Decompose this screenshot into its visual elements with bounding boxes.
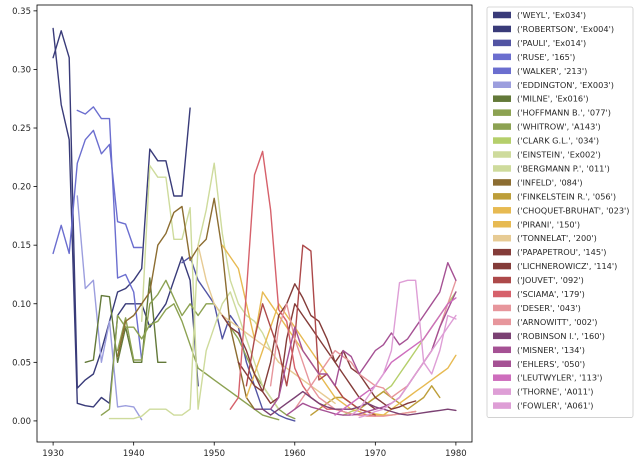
series-layer <box>52 27 457 422</box>
legend-swatch <box>493 39 511 47</box>
x-axis: 1930 1940 1950 1960 1970 1980 <box>42 442 467 459</box>
x-tick-label: 1960 <box>284 449 306 459</box>
legend-swatch <box>493 11 511 19</box>
y-tick-label: 0.15 <box>12 241 31 251</box>
legend-swatch <box>493 388 511 395</box>
legend-entry-label: ('RUSE', '165') <box>517 52 575 62</box>
legend-swatch <box>493 360 511 367</box>
legend-swatch <box>493 207 511 214</box>
legend-swatch <box>493 95 511 102</box>
series-line <box>76 106 143 361</box>
legend-swatch <box>493 67 511 75</box>
series-line <box>221 303 376 410</box>
series-line <box>100 303 280 421</box>
legend-swatch <box>493 193 511 200</box>
legend-entry-label: ('HOFFMANN B.', '077') <box>517 108 611 118</box>
legend-swatch <box>493 25 511 33</box>
legend-entry-label: ('THORNE', 'A011') <box>517 387 593 397</box>
legend-entry-label: ('TONNELAT', '200') <box>517 233 597 243</box>
y-tick-label: 0.30 <box>12 65 31 75</box>
legend-swatch <box>493 248 511 256</box>
legend-entry-label: ('CLARK G.L.', '034') <box>517 136 599 146</box>
legend-entry-label: ('MISNER', '134') <box>517 345 585 355</box>
legend-entry-label: ('MILNE', 'Ex016') <box>517 94 589 104</box>
legend-swatch <box>493 332 511 340</box>
axes-frame <box>36 4 473 443</box>
legend-entry-label: ('PIRANI', '150') <box>517 219 580 229</box>
series-line <box>76 195 143 421</box>
series-line <box>269 262 457 410</box>
legend-frame <box>486 6 634 418</box>
legend-entry-label: ('FOWLER', 'A061') <box>517 401 594 411</box>
legend-swatch <box>493 402 511 409</box>
x-tick-label: 1980 <box>445 449 467 459</box>
x-tick-label: 1930 <box>42 449 64 459</box>
series-line <box>52 129 143 255</box>
legend-swatch <box>493 346 511 354</box>
series-line <box>52 27 199 408</box>
legend-swatch <box>493 304 511 312</box>
legend-entry-label: ('SCIAMA', '179') <box>517 289 585 299</box>
legend-entry-label: ('ARNOWITT', '002') <box>517 317 597 327</box>
legend-swatch <box>493 81 511 88</box>
y-tick-label: 0.00 <box>12 417 31 427</box>
series-line <box>52 30 191 389</box>
legend-entry-label: ('PAPAPETROU', '145') <box>517 247 607 257</box>
legend-entry-label: ('WEYL', 'Ex034') <box>517 10 586 20</box>
legend-entry-label: ('LEUTWYLER', '113') <box>517 373 602 383</box>
legend-entry-label: ('PAULI', 'Ex014') <box>517 38 586 48</box>
legend-swatch <box>493 53 511 61</box>
series-line <box>116 197 256 410</box>
legend-swatch <box>493 151 511 158</box>
legend-swatch <box>493 234 511 242</box>
legend-entry-label: ('EDDINGTON', 'EX003') <box>517 80 614 90</box>
legend-entry-label: ('BERGMANN P.', '011') <box>517 163 610 173</box>
legend-entry-label: ('ROBINSON I.', '160') <box>517 331 605 341</box>
x-tick-label: 1970 <box>365 449 387 459</box>
legend-entry-label: ('DESER', '043') <box>517 303 581 313</box>
legend: ('WEYL', 'Ex034') ('ROBERTSON', 'Ex004') (… <box>486 6 634 418</box>
series-line <box>350 279 457 416</box>
series-line <box>221 244 457 416</box>
legend-swatch <box>493 290 511 298</box>
legend-swatch <box>493 374 511 381</box>
legend-swatch <box>493 179 511 186</box>
series-line <box>253 390 457 416</box>
y-tick-label: 0.10 <box>12 300 31 310</box>
legend-swatch <box>493 109 511 116</box>
legend-entry-label: ('LICHNEROWICZ', '114') <box>517 261 617 271</box>
legend-entry-label: ('WHITROW', 'A143') <box>517 122 601 132</box>
legend-swatch <box>493 318 511 326</box>
legend-entry-label: ('FINKELSTEIN R.', '056') <box>517 191 616 201</box>
legend-swatch <box>493 276 511 284</box>
y-axis: 0.00 0.05 0.10 0.15 0.20 0.25 0.30 0.35 <box>12 7 37 427</box>
series-line <box>269 303 417 417</box>
x-tick-label: 1950 <box>203 449 225 459</box>
legend-swatch <box>493 123 511 130</box>
series-line <box>358 314 457 419</box>
legend-entry-label: ('ROBERTSON', 'Ex004') <box>517 24 614 34</box>
y-tick-label: 0.05 <box>12 358 31 368</box>
legend-entry-label: ('EHLERS', '050') <box>517 359 585 369</box>
legend-swatch <box>493 137 511 144</box>
series-line <box>140 164 280 410</box>
y-tick-label: 0.35 <box>12 7 31 17</box>
y-tick-label: 0.20 <box>12 183 31 193</box>
legend-swatch <box>493 262 511 270</box>
x-tick-label: 1940 <box>123 449 145 459</box>
legend-entry-label: ('CHOQUET-BRUHAT', '023') <box>517 205 629 215</box>
legend-entry-label: ('INFELD', '084') <box>517 177 583 187</box>
legend-swatch <box>493 221 511 228</box>
legend-entry-label: ('WALKER', '213') <box>517 66 587 76</box>
legend-swatch <box>493 165 511 172</box>
legend-entry-label: ('JOUVET', '092') <box>517 275 584 285</box>
legend-entry-label: ('EINSTEIN', 'Ex002') <box>517 150 601 160</box>
y-tick-label: 0.25 <box>12 124 31 134</box>
series-line <box>334 297 457 416</box>
series-line <box>245 244 376 416</box>
